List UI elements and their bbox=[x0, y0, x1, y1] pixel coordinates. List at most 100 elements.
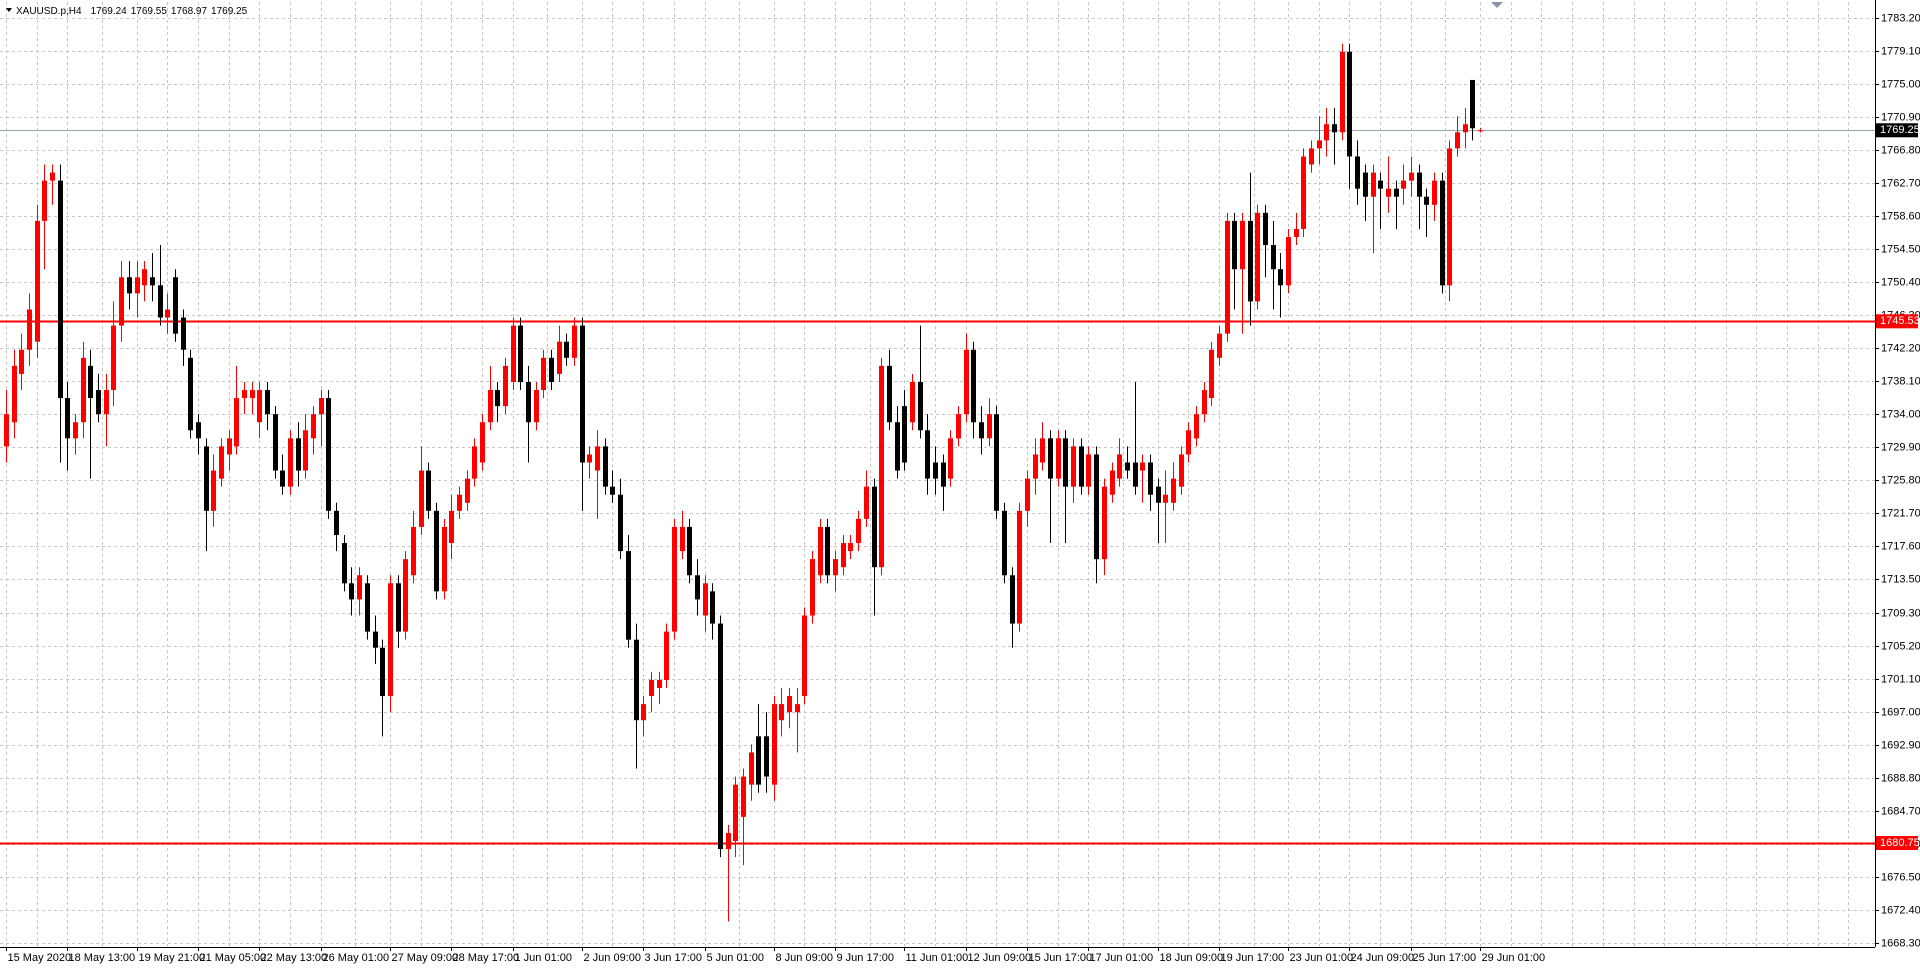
candle-body bbox=[1063, 438, 1068, 487]
candle-body bbox=[211, 470, 216, 511]
candle-body bbox=[764, 736, 769, 777]
x-tick-label: 21 May 05:00 bbox=[200, 952, 267, 964]
y-tick-label: 1697.00 bbox=[1881, 706, 1920, 718]
y-tick-label: 1672.40 bbox=[1881, 904, 1920, 916]
candle-body bbox=[442, 526, 447, 592]
candle-body bbox=[35, 220, 40, 342]
candle-body bbox=[111, 325, 116, 391]
price-level-label: 1745.53 bbox=[1880, 315, 1920, 327]
x-tick-label: 11 Jun 01:00 bbox=[906, 952, 969, 964]
candle-body bbox=[964, 349, 969, 415]
candle-body bbox=[1401, 180, 1406, 189]
candle-body bbox=[503, 365, 508, 407]
candle-body bbox=[1110, 470, 1115, 495]
candle-body bbox=[127, 277, 132, 294]
candle-body bbox=[1086, 454, 1091, 487]
candle-body bbox=[265, 390, 270, 415]
candle-body bbox=[1255, 212, 1260, 302]
x-tick-label: 25 Jun 17:00 bbox=[1413, 952, 1477, 964]
y-tick-label: 1758.60 bbox=[1881, 210, 1920, 222]
candle-body bbox=[334, 510, 339, 535]
candle-body bbox=[1156, 486, 1161, 503]
x-tick-label: 22 May 13:00 bbox=[261, 952, 328, 964]
candle-body bbox=[403, 559, 408, 632]
candle-body bbox=[1463, 124, 1468, 133]
x-tick-label: 1 Jun 01:00 bbox=[515, 952, 573, 964]
x-tick-label: 9 Jun 17:00 bbox=[837, 952, 895, 964]
candle-body bbox=[219, 446, 224, 479]
candle-body bbox=[65, 398, 70, 439]
candle-body bbox=[818, 526, 823, 576]
candle-body bbox=[434, 510, 439, 592]
candle-body bbox=[365, 583, 370, 632]
candle-body bbox=[518, 325, 523, 382]
candle-body bbox=[1309, 148, 1314, 165]
candle-body bbox=[1409, 172, 1414, 181]
candle-body bbox=[257, 390, 262, 423]
candle-body bbox=[1125, 462, 1130, 471]
candle-body bbox=[227, 438, 232, 455]
candle-body bbox=[196, 422, 201, 439]
x-tick-label: 3 Jun 17:00 bbox=[645, 952, 703, 964]
candle-body bbox=[388, 583, 393, 697]
header-low: 1768.97 bbox=[171, 6, 208, 17]
candle-body bbox=[188, 357, 193, 431]
candle-body bbox=[810, 559, 815, 616]
candle-body bbox=[1317, 140, 1322, 149]
candle-body bbox=[411, 526, 416, 576]
candle-body bbox=[1079, 446, 1084, 487]
price-level-tag bbox=[1876, 123, 1918, 138]
candle-body bbox=[626, 551, 631, 640]
candle-body bbox=[795, 704, 800, 713]
y-tick-label: 1729.90 bbox=[1881, 441, 1920, 453]
candle-body bbox=[925, 430, 930, 479]
candle-body bbox=[480, 422, 485, 463]
candle-body bbox=[1094, 454, 1099, 560]
x-tick-label: 26 May 01:00 bbox=[323, 952, 390, 964]
candle-body bbox=[73, 422, 78, 439]
x-tick-label: 2 Jun 09:00 bbox=[584, 952, 642, 964]
candle-body bbox=[1025, 478, 1030, 511]
candle-body bbox=[1017, 510, 1022, 624]
candle-body bbox=[564, 341, 569, 358]
y-tick-label: 1762.70 bbox=[1881, 177, 1920, 189]
x-tick-label: 18 May 13:00 bbox=[69, 952, 136, 964]
candle-body bbox=[357, 575, 362, 600]
x-tick-label: 24 Jun 09:00 bbox=[1351, 952, 1415, 964]
candle-body bbox=[296, 438, 301, 471]
candle-body bbox=[1232, 220, 1237, 270]
candle-body bbox=[1217, 333, 1222, 358]
menu-arrow bbox=[6, 8, 12, 12]
candle-body bbox=[841, 543, 846, 568]
candle-body bbox=[250, 390, 255, 399]
candle-body bbox=[1386, 188, 1391, 197]
y-tick-label: 1754.50 bbox=[1881, 243, 1920, 255]
candle-body bbox=[12, 365, 17, 423]
candle-body bbox=[1371, 172, 1376, 197]
candle-body bbox=[1117, 454, 1122, 479]
candle-body bbox=[641, 704, 646, 721]
candle-body bbox=[511, 325, 516, 382]
candle-body bbox=[4, 414, 9, 447]
candle-body bbox=[541, 357, 546, 391]
candle-body bbox=[941, 462, 946, 487]
candle-body bbox=[1424, 196, 1429, 205]
candle-body bbox=[534, 390, 539, 423]
y-tick-label: 1766.80 bbox=[1881, 144, 1920, 156]
candle-body bbox=[833, 559, 838, 576]
candle-body bbox=[488, 390, 493, 423]
price-level-label: 1680.75 bbox=[1880, 837, 1920, 849]
candle-body bbox=[1071, 446, 1076, 487]
candle-body bbox=[27, 309, 32, 350]
candle-body bbox=[1048, 438, 1053, 479]
candle-body bbox=[603, 446, 608, 487]
x-tick-label: 15 May 2020 bbox=[8, 952, 72, 964]
candle-body bbox=[1179, 454, 1184, 487]
candle-body bbox=[672, 526, 677, 632]
candle-body bbox=[979, 422, 984, 439]
candle-body bbox=[242, 390, 247, 399]
candle-body bbox=[81, 357, 86, 423]
candle-body bbox=[96, 390, 101, 415]
